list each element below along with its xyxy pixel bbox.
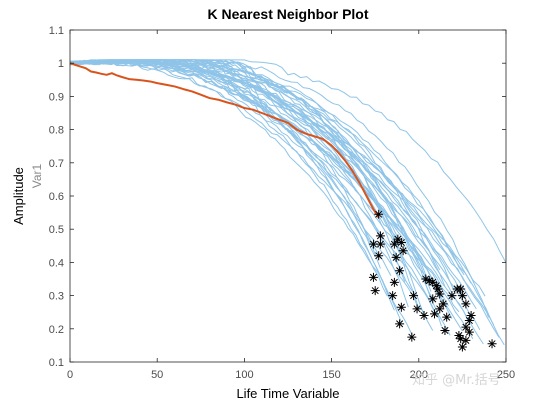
y-tick-label: 0.5 [49,224,64,236]
end-marker [393,234,403,244]
end-marker [430,309,439,319]
end-marker [388,291,398,301]
y-axis-label: Amplitude [11,167,26,225]
end-marker [461,335,471,345]
end-marker [421,274,431,284]
end-marker [375,239,385,249]
end-marker [368,272,378,282]
end-marker [442,312,452,322]
end-marker [438,299,448,309]
end-marker [395,266,405,276]
y-axis-sublabel: Var1 [30,163,44,188]
end-marker [409,291,419,301]
chart-title: K Nearest Neighbor Plot [207,6,368,22]
y-tick-label: 0.8 [49,125,64,137]
y-tick-label: 0.6 [49,191,64,203]
end-marker [457,342,467,352]
end-marker [433,284,443,294]
end-marker [454,330,464,340]
end-marker [374,251,384,261]
end-marker [368,239,378,249]
end-marker [464,316,474,325]
end-marker [440,325,450,335]
end-marker [374,209,384,219]
end-marker [389,277,399,287]
end-marker [431,281,441,291]
end-marker [396,237,406,247]
y-tick-label: 1.1 [49,25,64,37]
end-marker [435,289,445,299]
y-axis-ticks: 0.1 0.2 0.3 0.4 0.5 0.6 0.7 0.8 0.9 1 1.1 [49,25,506,369]
x-tick-label: 50 [151,369,163,381]
x-axis-ticks: 0 50 100 150 200 250 [67,30,515,381]
highlight-curve-group [69,62,380,219]
end-marker [407,332,417,342]
end-marker [464,327,474,337]
end-marker [428,294,438,304]
neighbor-curve [69,59,472,284]
end-marker [435,304,445,314]
end-marker [370,286,380,296]
y-tick-label: 0.1 [49,357,64,369]
y-tick-label: 0.2 [49,324,64,336]
end-marker [456,284,466,294]
y-tick-label: 0.4 [49,257,64,269]
y-tick-label: 0.9 [49,91,64,103]
end-marker [428,277,438,287]
end-marker [487,339,497,349]
end-marker [456,334,466,344]
x-tick-label: 0 [67,369,73,381]
end-markers [368,209,497,352]
x-tick-label: 100 [235,369,253,381]
x-tick-label: 150 [322,369,340,381]
end-marker [396,302,406,312]
end-marker [398,246,408,256]
end-marker [375,231,385,241]
end-marker [424,276,434,286]
end-marker [395,319,405,329]
watermark: 知乎 @Mr.括号 [412,372,501,388]
end-marker [419,311,429,321]
x-tick-label: 200 [410,369,428,381]
y-tick-label: 1 [58,58,64,70]
y-tick-label: 0.7 [49,158,64,170]
end-marker [412,304,422,314]
end-marker [389,239,399,249]
x-tick-label: 250 [497,369,515,381]
end-marker [457,291,467,301]
highlight-curve [69,62,380,219]
x-axis-label: Life Time Variable [236,386,339,401]
end-marker [447,291,457,301]
y-tick-label: 0.3 [49,291,64,303]
end-marker [391,252,401,262]
end-marker [461,299,471,309]
end-marker [466,311,476,321]
neighbor-curve [69,60,451,336]
neighbor-curve [69,60,434,331]
end-marker [461,322,471,332]
